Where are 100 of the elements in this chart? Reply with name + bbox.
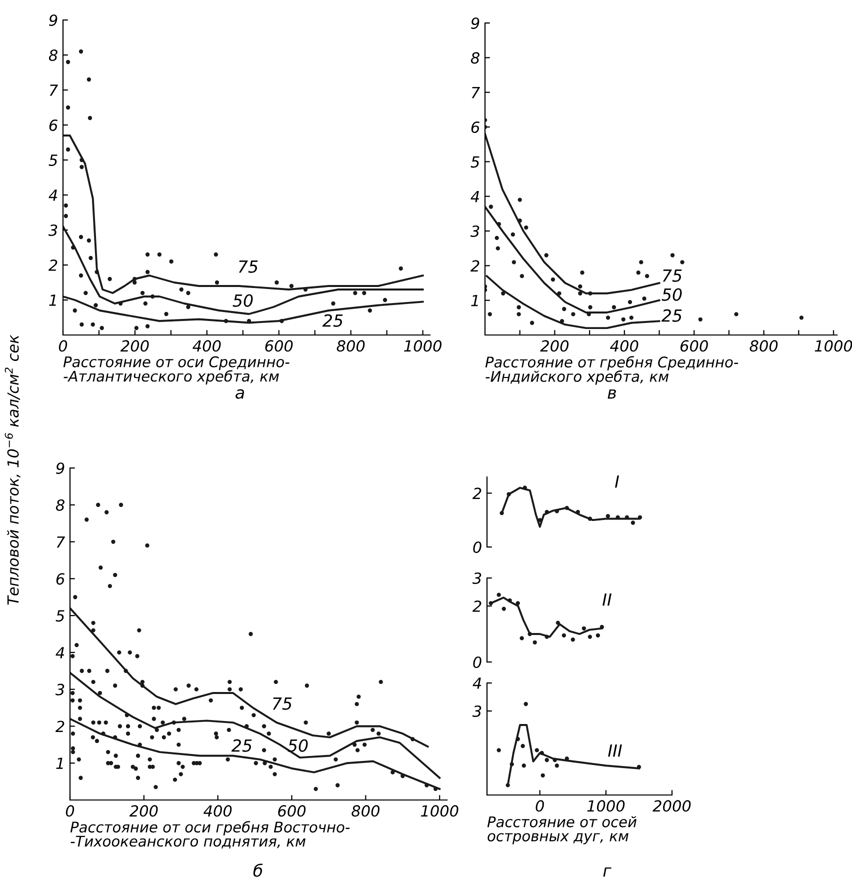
y-tick-label: 9: [56, 462, 64, 474]
point: [606, 316, 610, 320]
point: [588, 516, 592, 521]
annotation: 25: [231, 739, 252, 752]
point: [496, 222, 502, 226]
point: [494, 236, 499, 240]
point: [134, 326, 138, 330]
point: [506, 492, 511, 496]
y-tick-label: 7: [50, 84, 58, 96]
point: [680, 260, 684, 264]
y-tick-label: 3: [470, 225, 480, 238]
x-axis-title: Расстояние от оси Срединно- -Атлантического хребта, км: [63, 356, 290, 385]
y-tick-label: 5: [56, 610, 64, 622]
point: [186, 290, 190, 296]
y-tick-label: 8: [56, 499, 64, 511]
point: [562, 633, 566, 638]
point: [510, 762, 514, 766]
point: [516, 305, 521, 310]
annotation: 25: [322, 314, 343, 327]
point: [516, 312, 521, 316]
point: [64, 203, 68, 208]
point: [214, 280, 220, 285]
point: [516, 601, 520, 606]
y-tick-label: 2: [48, 259, 58, 271]
y-tick-label: 4: [472, 678, 482, 689]
y-tick-label: 5: [48, 154, 58, 166]
point: [544, 510, 549, 514]
point: [78, 49, 84, 54]
x-tick-label: 2000: [652, 800, 691, 812]
y-tick-label: 4: [48, 190, 58, 201]
point: [570, 638, 575, 642]
point: [362, 290, 366, 296]
point: [100, 326, 104, 330]
point: [66, 60, 70, 64]
point: [670, 253, 675, 258]
x-tick-label: 1000: [420, 805, 458, 817]
point: [621, 317, 626, 322]
point: [612, 305, 616, 310]
point: [512, 260, 516, 264]
point: [66, 105, 70, 110]
point: [88, 256, 93, 260]
annotation: II: [602, 593, 612, 606]
annotation: 75: [272, 697, 292, 710]
line-series: [485, 206, 660, 314]
point: [518, 218, 522, 223]
x-tick-label: 400: [610, 340, 638, 352]
point: [496, 246, 500, 250]
y-tick-label: 9: [471, 17, 480, 30]
point: [353, 290, 358, 296]
line-series: [70, 672, 441, 779]
y-tick-label: 3: [55, 684, 64, 696]
point: [520, 274, 524, 278]
point: [64, 214, 68, 218]
point: [580, 270, 584, 275]
point: [524, 702, 528, 706]
point: [506, 783, 510, 788]
annotation: 50: [662, 288, 682, 301]
point: [532, 640, 537, 644]
point: [80, 322, 84, 327]
point: [331, 301, 336, 306]
text: в: [608, 389, 616, 399]
x-tick-label: 800: [336, 340, 365, 352]
y-tick-label: 6: [49, 119, 58, 132]
point: [554, 509, 559, 514]
y-axis-title: Тепловой поток, 10$^{−6}$ кал/см$^{2}$ сек: [4, 334, 20, 605]
point: [86, 238, 91, 243]
point: [179, 287, 184, 292]
point: [557, 291, 562, 296]
x-tick-label: 0: [66, 805, 74, 817]
point: [540, 773, 545, 778]
x-axis-title: Расстояние от оси гребня Восточно- -Тихоокеанского поднятия, км: [70, 821, 350, 848]
annotation: III: [608, 744, 622, 757]
point: [78, 273, 84, 278]
point: [636, 764, 642, 770]
x-tick-label: 200: [540, 340, 569, 352]
point: [522, 764, 526, 768]
point: [628, 300, 632, 304]
text: г: [603, 867, 612, 877]
point: [588, 291, 592, 296]
point: [596, 633, 600, 638]
y-tick-label: 2: [472, 488, 482, 499]
x-tick-label: 200: [120, 340, 149, 352]
point: [488, 601, 493, 606]
point: [522, 486, 527, 490]
point: [157, 252, 162, 257]
x-tick-label: 600: [278, 805, 306, 817]
x-tick-label: 200: [129, 805, 158, 817]
point: [538, 518, 542, 522]
line-series: [490, 596, 603, 638]
point: [186, 304, 190, 310]
x-axis-title: Расстояние от гребня Срединно- -Индийского хребта, км: [485, 356, 738, 385]
point: [224, 318, 228, 324]
y-tick-label: 7: [56, 536, 65, 548]
point: [398, 266, 403, 271]
y-tick-label: 7: [472, 87, 480, 98]
point: [544, 634, 549, 639]
point: [578, 284, 582, 289]
point: [544, 253, 548, 258]
point: [145, 324, 150, 328]
point: [636, 270, 640, 275]
